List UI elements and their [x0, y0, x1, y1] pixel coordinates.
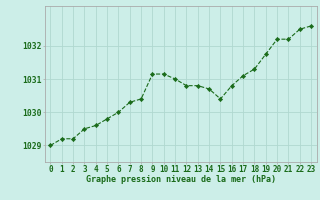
X-axis label: Graphe pression niveau de la mer (hPa): Graphe pression niveau de la mer (hPa): [86, 175, 276, 184]
